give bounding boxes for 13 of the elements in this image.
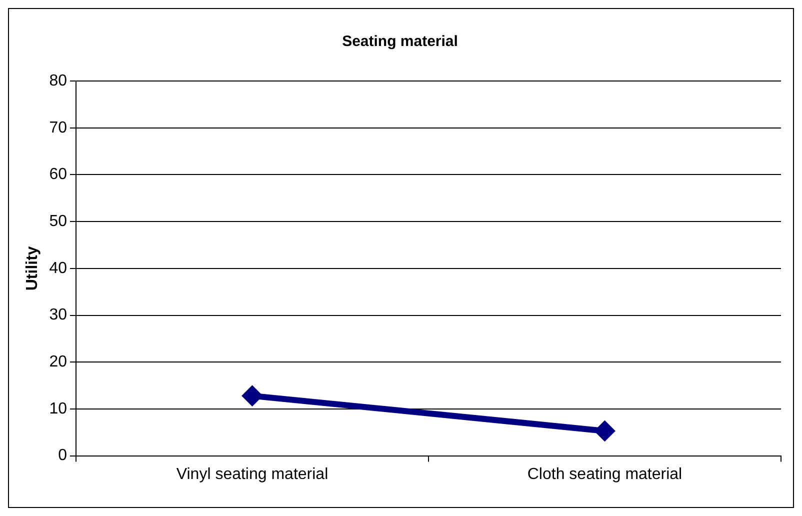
y-tick-label: 10 [49,400,68,418]
y-axis-title: Utility [24,246,42,291]
x-tick-label: Vinyl seating material [176,466,328,483]
y-tick-label: 80 [49,72,68,90]
y-tick-label: 50 [49,212,68,230]
y-tick-label: 70 [49,119,68,136]
y-tick-label: 60 [49,166,68,184]
y-tick-label: 20 [49,354,68,371]
y-tick-label: 0 [58,447,68,464]
x-tick-label: Cloth seating material [527,466,682,483]
y-tick-label: 40 [49,260,68,277]
chart-title: Seating material [342,33,458,50]
y-tick-label: 30 [49,306,68,324]
